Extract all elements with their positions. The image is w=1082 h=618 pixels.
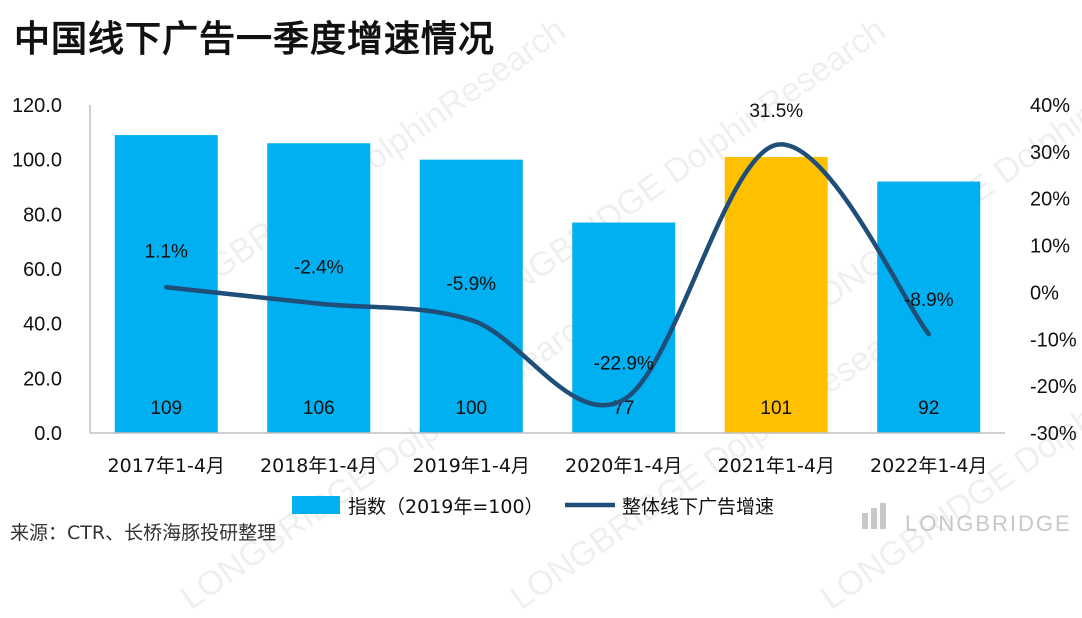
y-left-tick-label: 20.0 (23, 368, 62, 390)
y-left-tick-label: 40.0 (23, 314, 62, 336)
line-value-label: -5.9% (446, 274, 496, 295)
bar (724, 156, 828, 433)
brand-logo: LONGBRIDGE (862, 503, 1072, 536)
chart-svg: 109 106 100 77 101 92 0.020.040.060.080.0100.… (12, 95, 1077, 536)
y-left-tick-label: 80.0 (23, 204, 62, 226)
legend-swatch-bar (292, 496, 340, 514)
y-left-tick-label: 60.0 (23, 259, 62, 281)
y-left-tick-label: 120.0 (12, 95, 62, 117)
bar (267, 143, 371, 433)
x-tick-label: 2020年1-4月 (565, 455, 682, 477)
source-note: 来源：CTR、长桥海豚投研整理 (10, 522, 277, 544)
x-tick-label: 2022年1-4月 (870, 455, 987, 477)
y-right-tick-label: -20% (1030, 376, 1077, 398)
x-tick-label: 2021年1-4月 (718, 455, 835, 477)
x-tick-label: 2018年1-4月 (260, 455, 377, 477)
y-right-tick-label: -30% (1030, 423, 1077, 445)
bar-value-label: 92 (918, 398, 939, 419)
brand-name: LONGBRIDGE (905, 511, 1072, 536)
y-right-tick-label: 40% (1030, 95, 1070, 117)
legend-label-line: 整体线下广告增速 (622, 496, 774, 518)
axes-group: 0.0 20.0 40.0 60.0 80.0 100.0 120.0 -30% -20% -10… (12, 95, 1077, 477)
growth-line (164, 142, 931, 408)
chart-title: 中国线下广告一季度增速情况 (14, 19, 496, 60)
legend: 指数（2019年=100） 整体线下广告增速 (292, 496, 774, 518)
y-right-tick-label: 0% (1030, 282, 1059, 304)
bar-value-label: 106 (303, 398, 335, 419)
y-left-tick-label: 0.0 (34, 423, 62, 445)
bars-group: 109 106 100 77 101 92 (114, 135, 981, 434)
line-value-label: 1.1% (145, 241, 188, 262)
line-value-label: -22.9% (594, 354, 654, 375)
line-value-label: 31.5% (749, 101, 803, 122)
y-right-tick-label: 10% (1030, 236, 1070, 258)
bar (114, 135, 218, 434)
y-right-tick-label: 20% (1030, 189, 1070, 211)
bar (419, 159, 523, 433)
legend-label-bar: 指数（2019年=100） (348, 496, 544, 518)
bar (877, 181, 981, 433)
line-value-label: -2.4% (294, 258, 344, 279)
bar-value-label: 101 (760, 398, 792, 419)
y-right-tick-label: 30% (1030, 142, 1070, 164)
y-right-tick-label: -10% (1030, 329, 1077, 351)
bar-value-label: 109 (150, 398, 182, 419)
bar-value-label: 100 (455, 398, 487, 419)
x-tick-label: 2017年1-4月 (108, 455, 225, 477)
x-tick-label: 2019年1-4月 (413, 455, 530, 477)
y-left-tick-label: 100.0 (12, 150, 62, 172)
line-value-label: -8.9% (904, 290, 954, 311)
line-group: 1.1% -2.4% -5.9% -22.9% 31.5% -8.9% (145, 101, 954, 408)
